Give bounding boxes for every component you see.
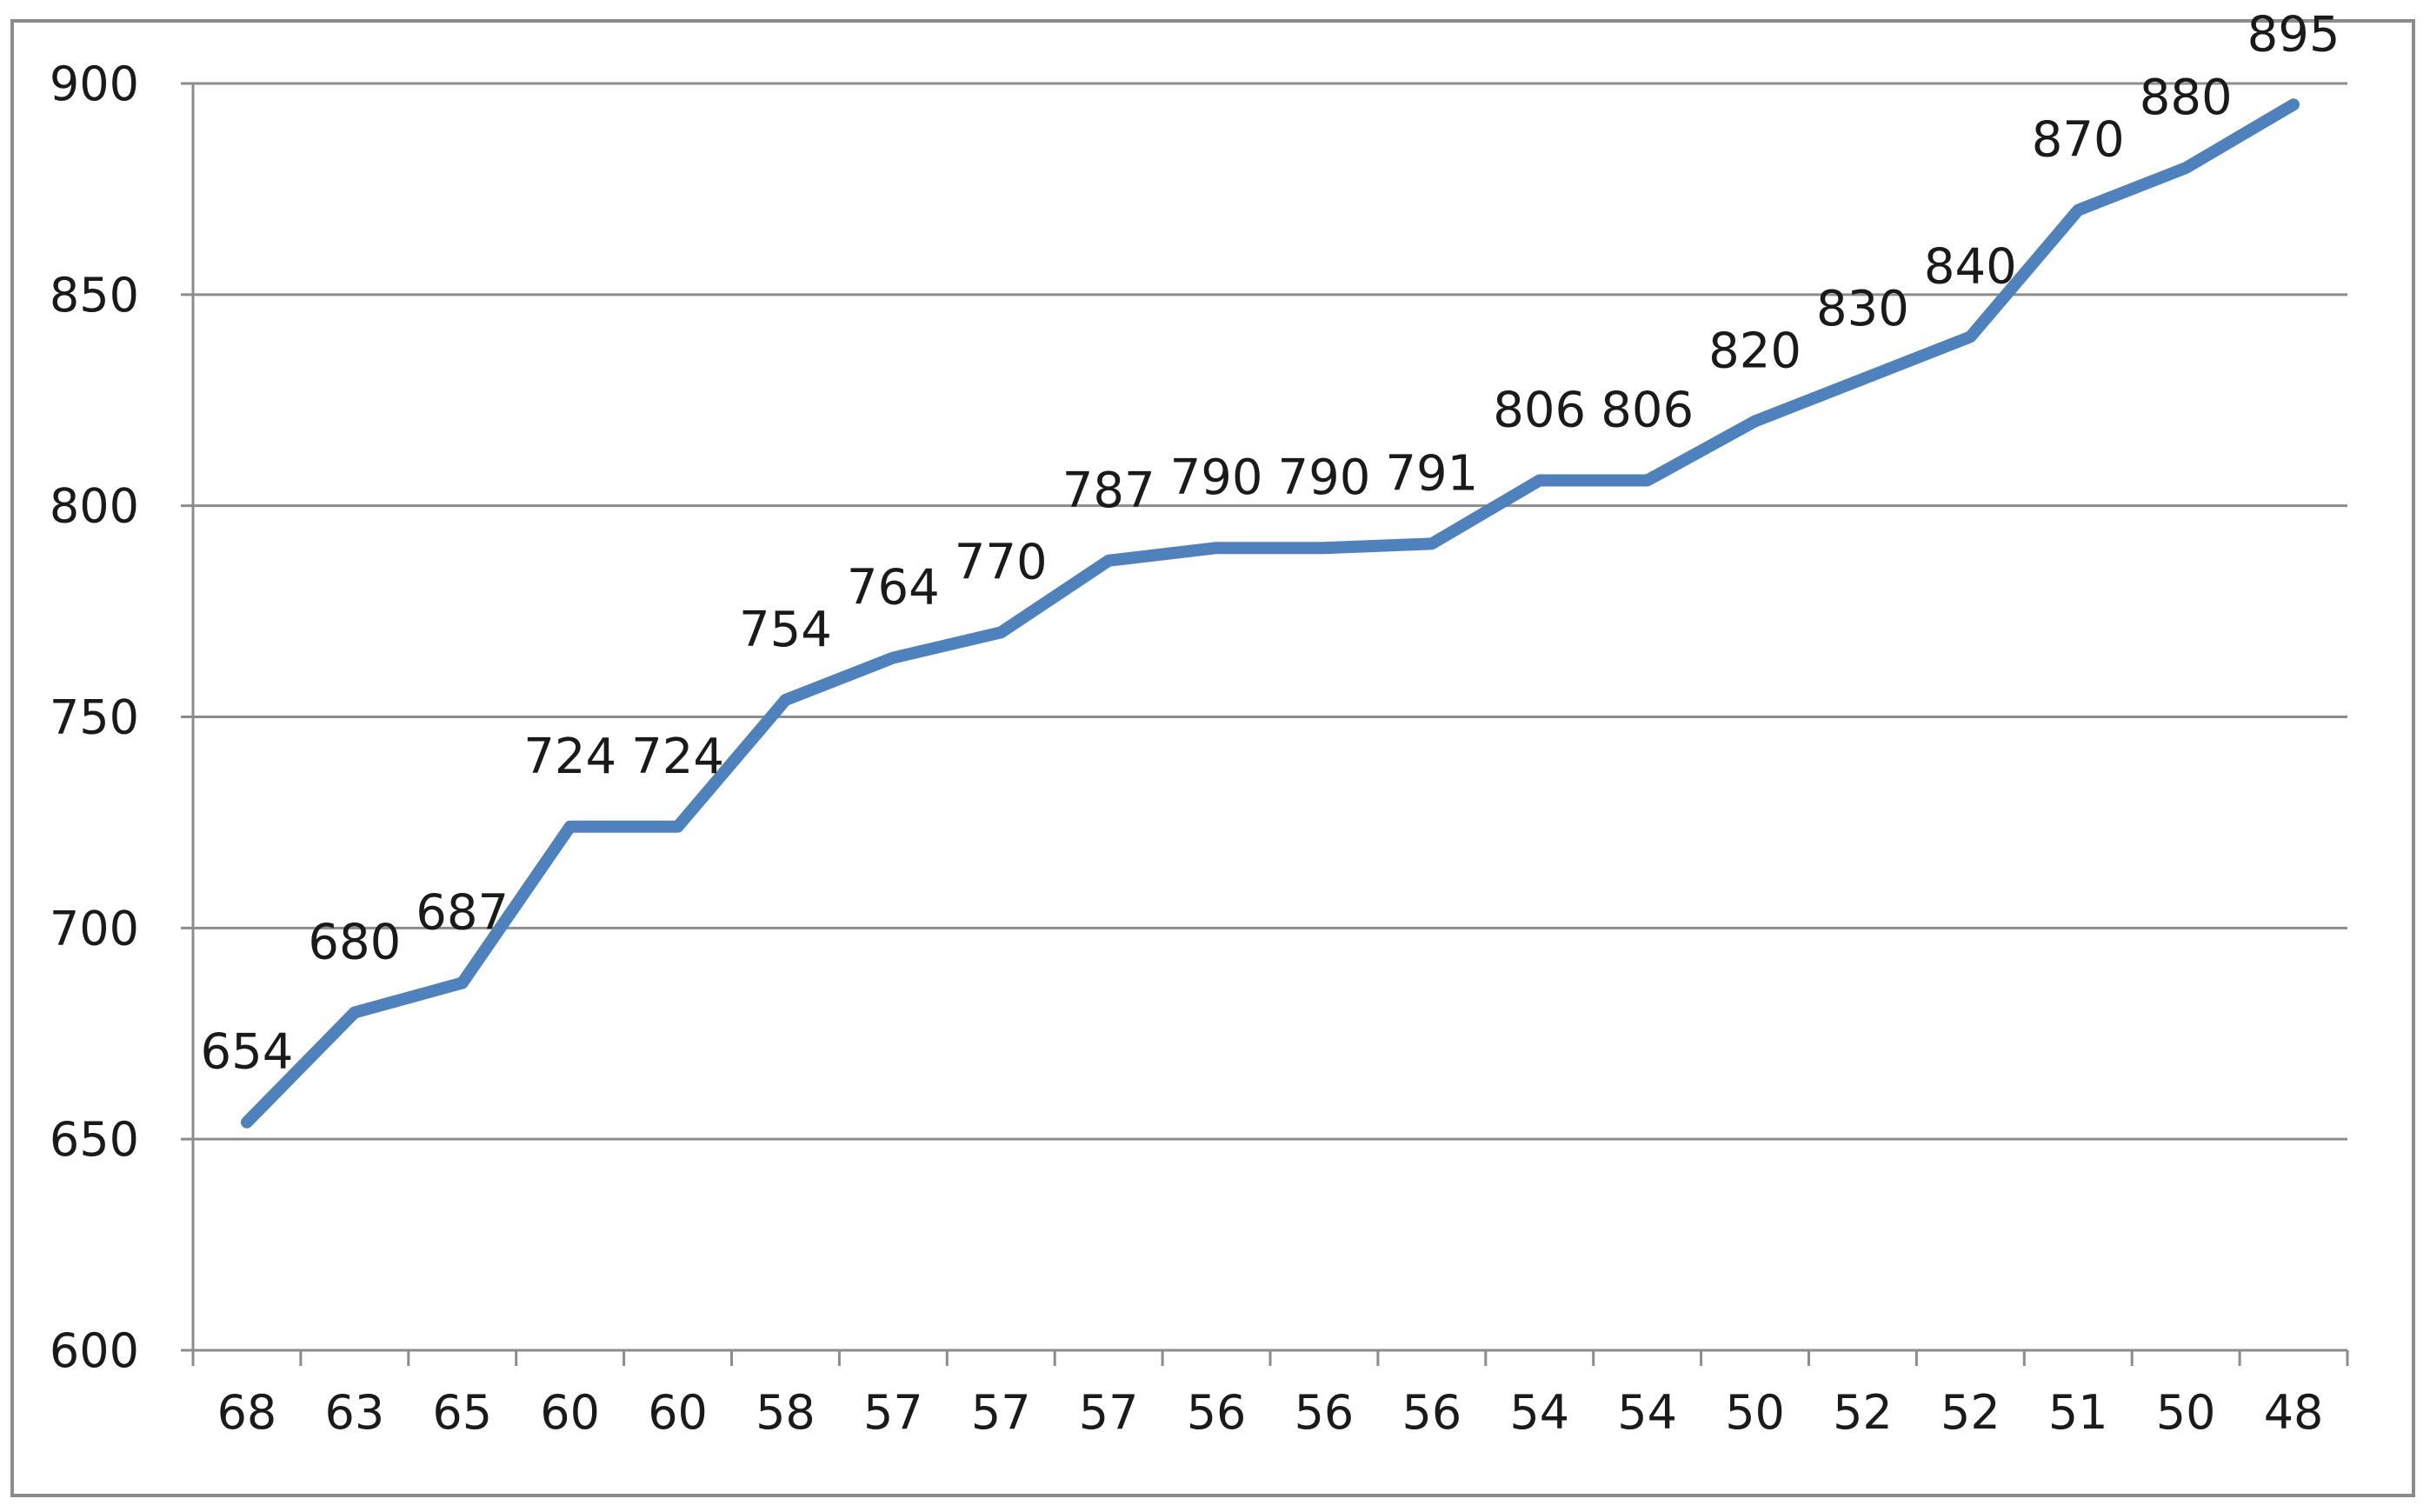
x-tick-label: 52 (1941, 1385, 2001, 1440)
x-tick-label: 68 (217, 1385, 277, 1440)
data-label: 770 (955, 534, 1048, 590)
data-label: 687 (416, 884, 509, 941)
data-label: 790 (1278, 450, 1371, 506)
data-label: 791 (1385, 445, 1478, 502)
data-label: 830 (1816, 281, 1909, 337)
x-tick-label: 65 (432, 1385, 492, 1440)
x-tick-label: 60 (540, 1385, 600, 1440)
x-tick-label: 57 (971, 1385, 1031, 1440)
x-tick-label: 56 (1295, 1385, 1355, 1440)
y-tick-label: 600 (50, 1323, 139, 1378)
series-line (240, 98, 2300, 1129)
data-label: 820 (1708, 323, 1801, 380)
y-tick-label: 700 (50, 901, 139, 956)
x-tick-label: 54 (1509, 1385, 1569, 1440)
data-label: 724 (631, 729, 724, 785)
x-tick-label: 60 (648, 1385, 708, 1440)
x-tick-label: 51 (2048, 1385, 2108, 1440)
data-label: 790 (1170, 450, 1263, 506)
x-tick-label: 57 (1079, 1385, 1139, 1440)
gridlines (193, 82, 2347, 1141)
y-tick-label: 900 (50, 57, 139, 111)
series-layer (240, 98, 2300, 1129)
data-label: 787 (1062, 463, 1155, 519)
data-label: 870 (2032, 112, 2125, 169)
x-tick-label: 52 (1833, 1385, 1893, 1440)
data-label: 680 (308, 914, 401, 970)
data-label: 654 (201, 1024, 294, 1081)
x-tick-label: 56 (1401, 1385, 1461, 1440)
y-tick-label: 650 (50, 1112, 139, 1167)
data-label: 880 (2140, 70, 2233, 126)
y-tick-label: 750 (50, 690, 139, 745)
x-tick-label: 54 (1617, 1385, 1677, 1440)
data-label: 806 (1601, 383, 1694, 439)
y-tick-label: 800 (50, 479, 139, 534)
x-tick-label: 63 (324, 1385, 384, 1440)
x-tick-label: 50 (1725, 1385, 1785, 1440)
data-label: 840 (1924, 238, 2017, 295)
x-tick-label: 58 (756, 1385, 816, 1440)
axes: 600 650 700 750 800 850 900 68 63 65 60 60 58 57 57 57 5… (50, 57, 2349, 1440)
x-tick-label: 57 (863, 1385, 923, 1440)
x-tick-label: 56 (1187, 1385, 1247, 1440)
data-label: 806 (1493, 383, 1586, 439)
data-label: 764 (847, 560, 940, 616)
data-label: 895 (2247, 6, 2340, 63)
x-tick-label: 48 (2264, 1385, 2324, 1440)
data-label: 724 (523, 729, 616, 785)
data-label: 754 (739, 602, 832, 658)
x-tick-label: 50 (2156, 1385, 2216, 1440)
y-tick-label: 850 (50, 268, 139, 323)
chart-frame (10, 19, 2415, 1497)
